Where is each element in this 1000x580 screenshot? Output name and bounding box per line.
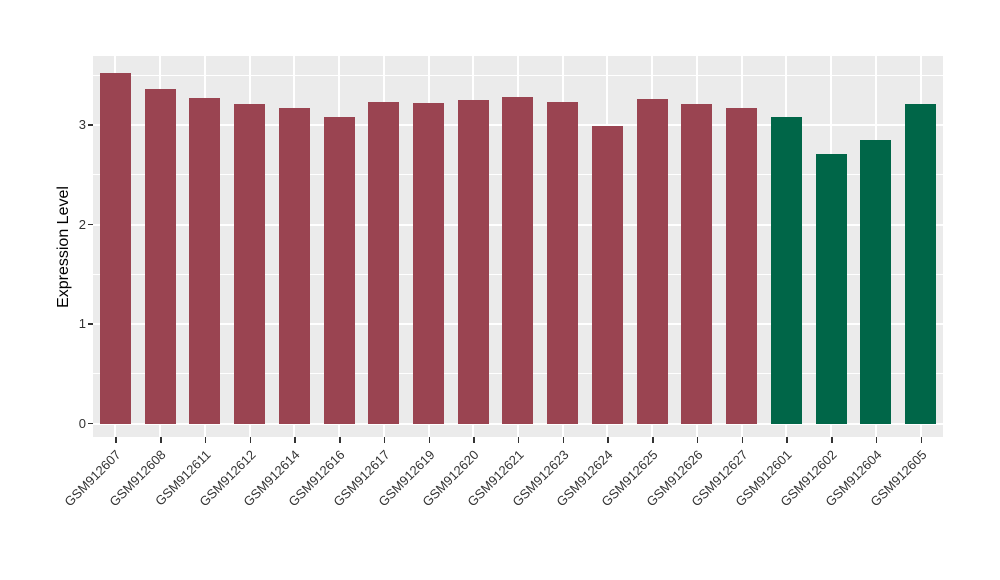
y-tick-label: 2 bbox=[78, 216, 86, 232]
x-tick-mark bbox=[160, 437, 162, 443]
x-axis: GSM912607 GSM912608 GSM912611 GSM912612 GSM9… bbox=[62, 437, 943, 580]
bar-slot bbox=[853, 56, 898, 437]
bar-slot bbox=[138, 56, 183, 437]
bar-GSM912617 bbox=[368, 102, 400, 424]
x-axis-slot: GSM912605 bbox=[867, 437, 943, 580]
bars-layer bbox=[93, 56, 943, 437]
x-axis-slot: GSM912608 bbox=[106, 437, 183, 580]
x-axis-slot: GSM912616 bbox=[285, 437, 362, 580]
bar-GSM912624 bbox=[591, 126, 623, 424]
bar-GSM912620 bbox=[457, 100, 489, 424]
x-tick-mark bbox=[786, 437, 788, 443]
x-tick-mark bbox=[428, 437, 430, 443]
bar-GSM912614 bbox=[278, 108, 310, 424]
bar-GSM912616 bbox=[323, 117, 355, 424]
x-axis-slot: GSM912614 bbox=[241, 437, 317, 580]
x-tick-mark bbox=[204, 437, 207, 443]
bar-slot bbox=[93, 56, 138, 437]
x-tick-mark bbox=[741, 437, 744, 443]
y-tick-mark bbox=[88, 223, 93, 226]
bar-slot bbox=[675, 56, 720, 437]
bar-GSM912625 bbox=[636, 99, 668, 424]
plot-panel bbox=[93, 56, 943, 437]
x-axis-slot: GSM912617 bbox=[330, 437, 406, 580]
bar-slot bbox=[182, 56, 227, 437]
x-tick-mark bbox=[473, 437, 475, 443]
bar-slot bbox=[719, 56, 764, 437]
bar-slot bbox=[227, 56, 272, 437]
bar-GSM912602 bbox=[815, 153, 847, 424]
x-tick-mark bbox=[875, 437, 878, 443]
bar-slot bbox=[451, 56, 496, 437]
bar-GSM912605 bbox=[905, 104, 937, 424]
bar-GSM912611 bbox=[189, 98, 221, 424]
bar-GSM912627 bbox=[726, 108, 758, 424]
x-tick-mark bbox=[607, 437, 609, 443]
y-tick-mark bbox=[88, 124, 93, 126]
bar-GSM912608 bbox=[144, 89, 176, 424]
x-axis-slot: GSM912607 bbox=[62, 437, 138, 580]
bar-slot bbox=[630, 56, 675, 437]
x-axis-slot: GSM912602 bbox=[778, 437, 854, 580]
x-tick-mark bbox=[383, 437, 386, 443]
bar-GSM912607 bbox=[99, 73, 131, 424]
x-axis-slot: GSM912625 bbox=[599, 437, 675, 580]
bar-GSM912601 bbox=[770, 117, 802, 424]
bar-GSM912626 bbox=[681, 104, 713, 424]
y-tick-mark bbox=[88, 422, 93, 425]
bar-GSM912619 bbox=[413, 103, 444, 424]
x-tick-mark bbox=[562, 437, 565, 443]
y-tick-label: 1 bbox=[78, 316, 86, 331]
x-axis-slot: GSM912601 bbox=[733, 437, 809, 580]
bar-slot bbox=[317, 56, 362, 437]
x-axis-slot: GSM912623 bbox=[509, 437, 585, 580]
bar-GSM912621 bbox=[502, 97, 534, 424]
y-tick-mark bbox=[88, 323, 93, 325]
bar-slot bbox=[272, 56, 317, 437]
y-tick-label: 3 bbox=[78, 117, 86, 132]
x-tick-mark bbox=[517, 437, 520, 443]
x-tick-mark bbox=[294, 437, 296, 443]
bar-slot bbox=[540, 56, 585, 437]
bar-slot bbox=[585, 56, 630, 437]
x-tick-mark bbox=[652, 437, 654, 443]
bar-GSM912612 bbox=[234, 104, 266, 424]
x-axis-slot: GSM912611 bbox=[152, 437, 227, 580]
x-axis-slot: GSM912620 bbox=[420, 437, 496, 580]
bar-slot bbox=[809, 56, 854, 437]
x-tick-mark bbox=[920, 437, 923, 443]
bar-GSM912604 bbox=[860, 139, 892, 424]
x-axis-slot: GSM912626 bbox=[643, 437, 720, 580]
y-tick-label: 0 bbox=[78, 415, 86, 431]
x-tick-mark bbox=[831, 437, 833, 443]
bar-slot bbox=[496, 56, 541, 437]
x-tick-mark bbox=[249, 437, 252, 443]
bar-slot bbox=[406, 56, 451, 437]
x-tick-mark bbox=[339, 437, 341, 443]
x-axis-slot: GSM912621 bbox=[464, 437, 541, 580]
bar-slot bbox=[764, 56, 809, 437]
x-axis-slot: GSM912604 bbox=[822, 437, 898, 580]
bar-slot bbox=[898, 56, 943, 437]
x-axis-slot: GSM912612 bbox=[196, 437, 272, 580]
bar-GSM912623 bbox=[547, 102, 579, 424]
y-axis: 0 1 2 3 bbox=[0, 56, 93, 437]
x-tick-mark bbox=[696, 437, 699, 443]
x-axis-slot: GSM912627 bbox=[688, 437, 764, 580]
x-tick-mark bbox=[115, 437, 117, 443]
x-axis-slot: GSM912624 bbox=[554, 437, 630, 580]
x-axis-slot: GSM912619 bbox=[375, 437, 451, 580]
bar-slot bbox=[361, 56, 406, 437]
